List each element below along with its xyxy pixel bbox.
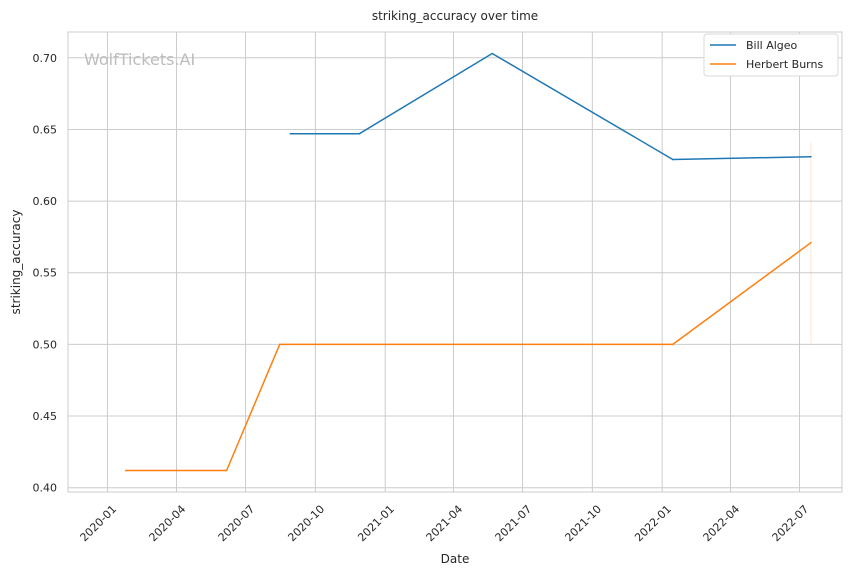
x-axis-title: Date: [441, 552, 470, 566]
watermark: WolfTickets.AI: [84, 50, 195, 69]
legend-label-bill-algeo: Bill Algeo: [746, 39, 798, 52]
y-tick-label: 0.65: [33, 123, 58, 136]
legend-box: [703, 33, 839, 77]
data-point-bill-algeo: [289, 132, 292, 135]
data-point-herbert-burns: [124, 469, 127, 472]
y-tick-label: 0.55: [33, 267, 58, 280]
y-tick-label: 0.70: [33, 52, 58, 65]
data-point-bill-algeo: [671, 158, 674, 161]
data-point-bill-algeo: [491, 52, 493, 55]
y-axis-title: striking_accuracy: [9, 210, 23, 315]
data-point-bill-algeo: [810, 155, 812, 158]
data-point-herbert-burns: [671, 343, 674, 346]
plot-frame: [67, 31, 843, 493]
y-tick-label: 0.45: [33, 410, 58, 423]
data-point-herbert-burns: [810, 241, 812, 244]
data-point-herbert-burns: [278, 343, 281, 346]
legend-label-herbert-burns: Herbert Burns: [746, 58, 823, 71]
series-layer: [124, 52, 812, 472]
chart-title: striking_accuracy over time: [372, 9, 538, 23]
data-point-herbert-burns: [225, 469, 228, 472]
y-tick-label: 0.60: [33, 195, 58, 208]
y-tick-label: 0.40: [33, 482, 58, 495]
y-tick-labels: 0.40 0.45 0.50 0.55 0.60 0.65 0.70: [33, 52, 58, 495]
legend: Bill Algeo Herbert Burns: [703, 33, 839, 77]
y-tick-label: 0.50: [33, 338, 58, 351]
data-point-bill-algeo: [358, 132, 361, 135]
